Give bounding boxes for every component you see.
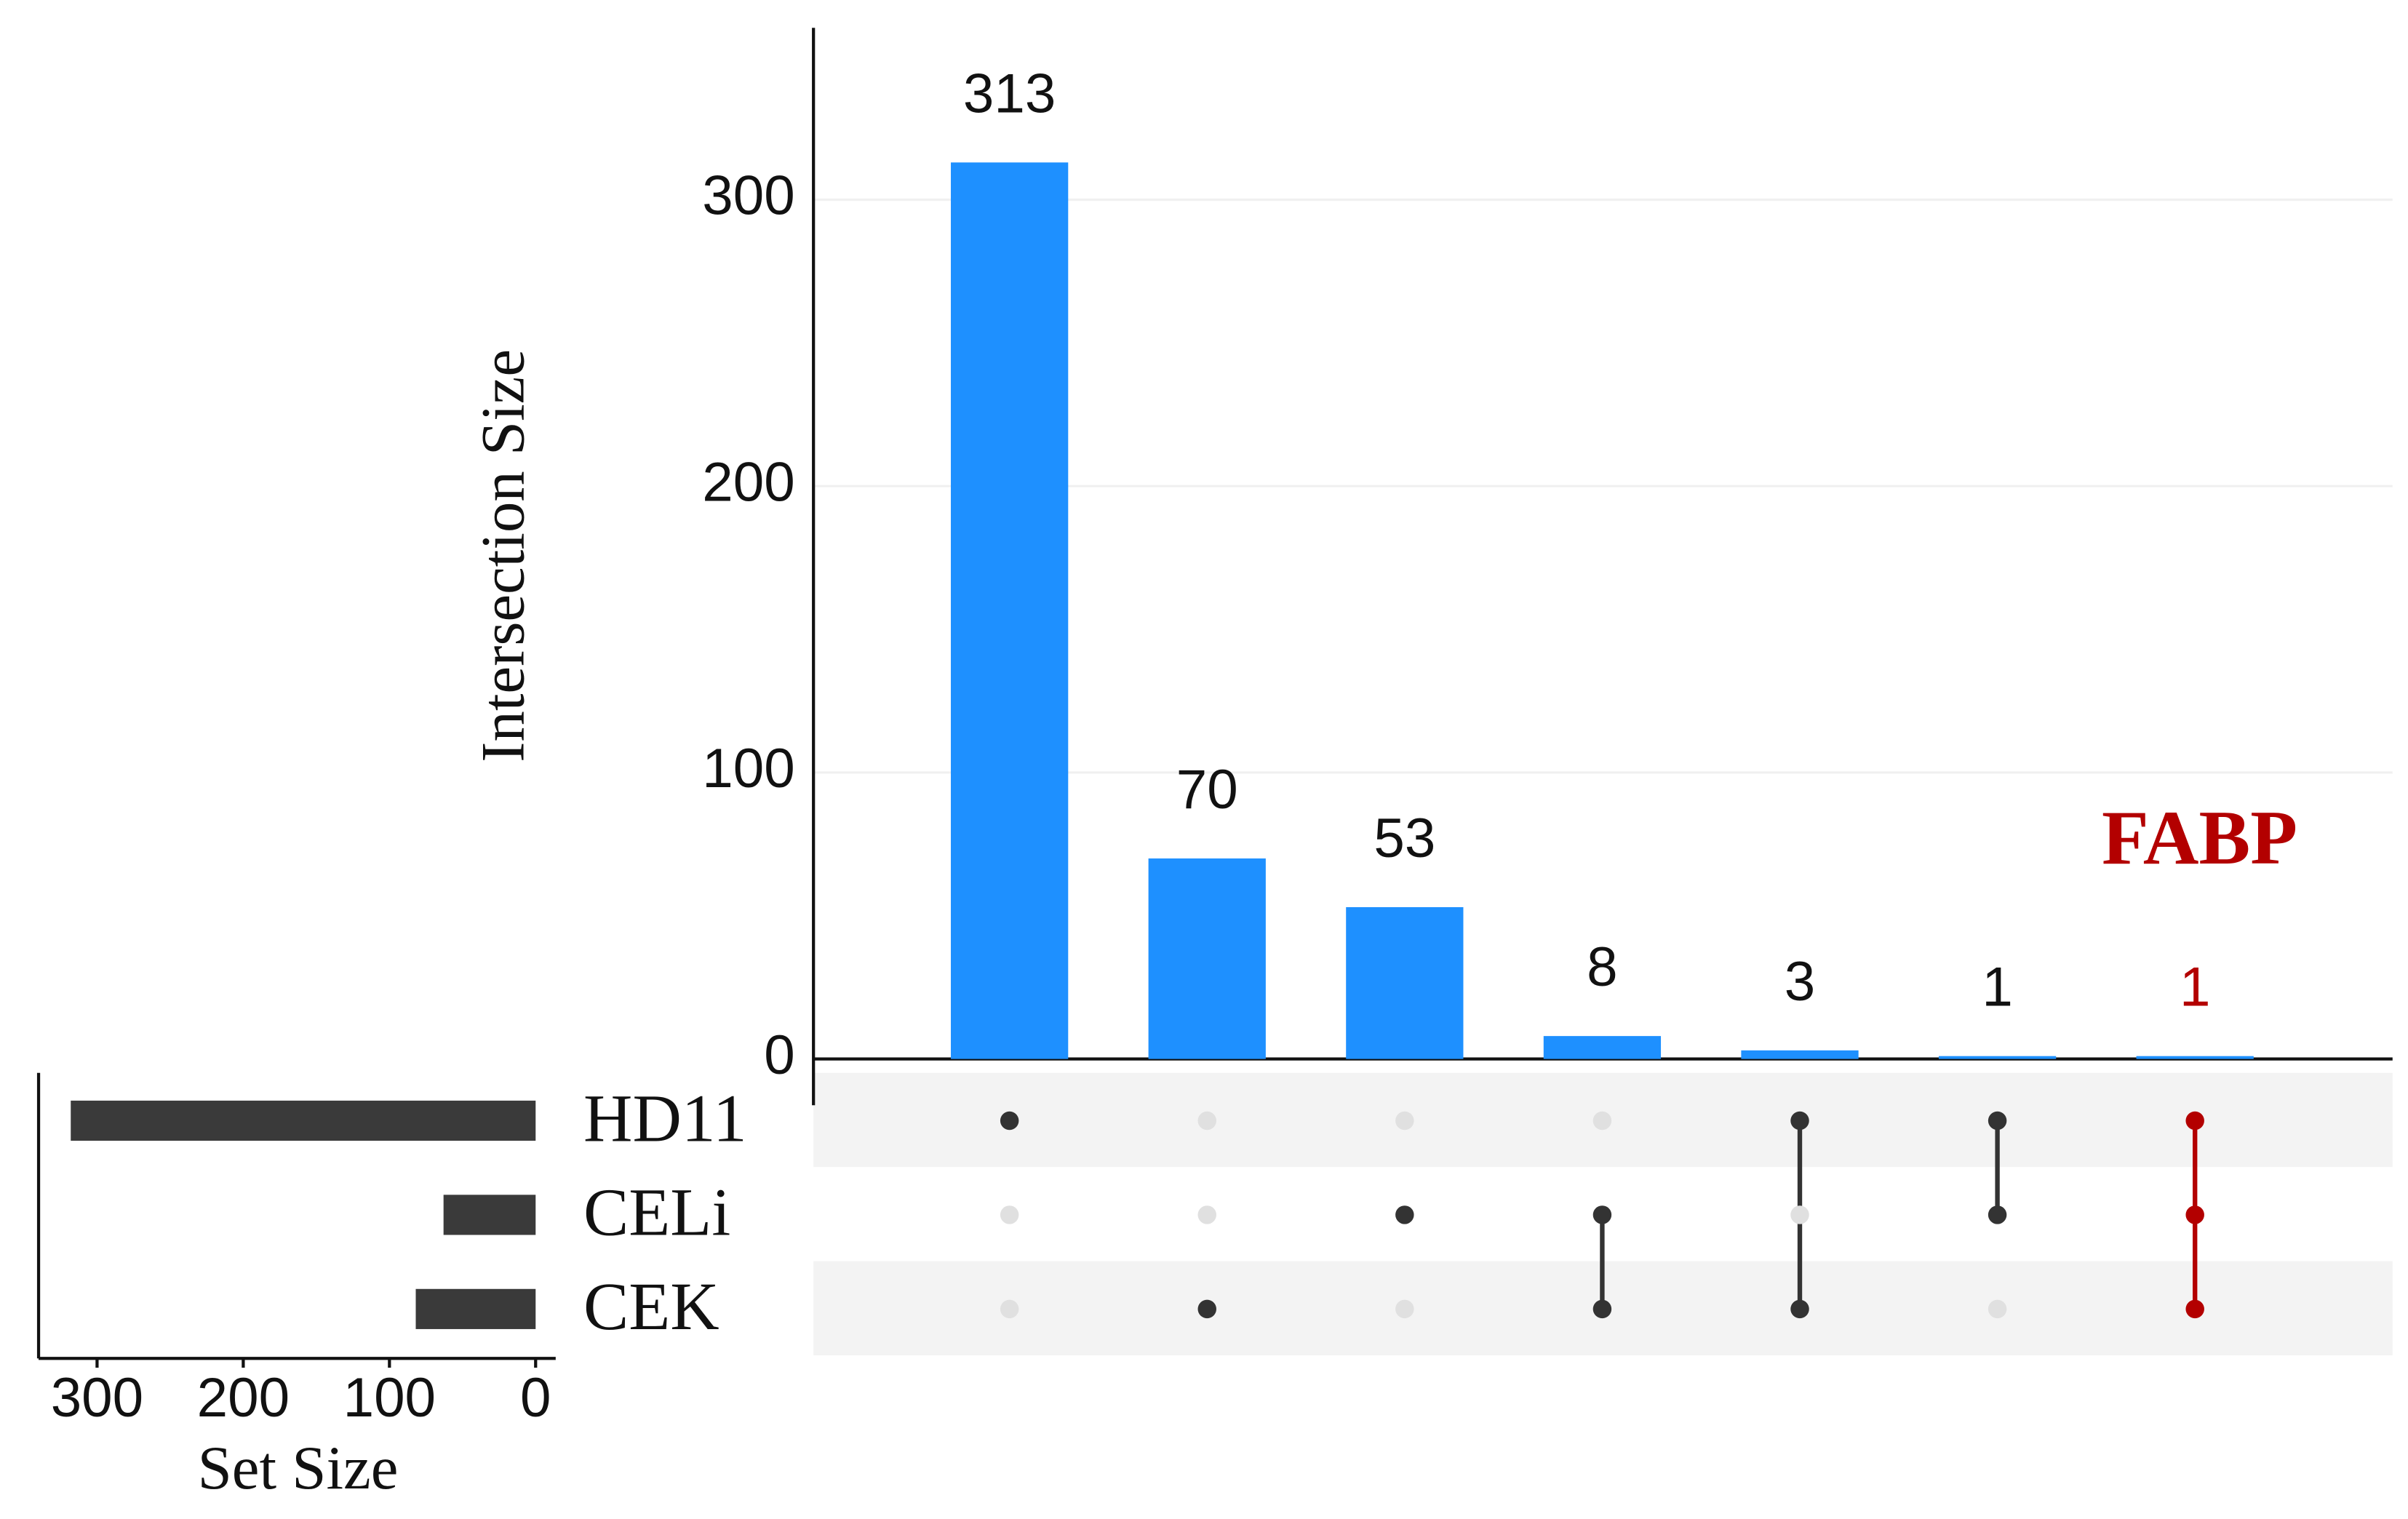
matrix-dot xyxy=(1395,1205,1414,1224)
matrix-dot xyxy=(1000,1299,1019,1319)
bar xyxy=(1741,1050,1859,1059)
bar xyxy=(2136,1056,2254,1059)
value-label: 3 xyxy=(1785,951,1815,1013)
bar xyxy=(951,162,1069,1059)
y-axis-label: Intersection Size xyxy=(469,349,538,762)
set-bar xyxy=(443,1195,536,1235)
x-axis-label: Set Size xyxy=(198,1434,399,1502)
set-name: HD11 xyxy=(583,1081,747,1156)
matrix-dot xyxy=(1790,1111,1809,1131)
matrix-dot xyxy=(1000,1205,1019,1224)
matrix-dot xyxy=(1988,1299,2007,1319)
matrix-dot xyxy=(1790,1299,1809,1319)
bar xyxy=(1346,906,1464,1059)
x-tick-label: 100 xyxy=(343,1367,436,1429)
bar xyxy=(1148,858,1266,1059)
matrix-dot xyxy=(1592,1299,1612,1319)
matrix-dot xyxy=(1000,1111,1019,1131)
value-label: 1 xyxy=(1982,957,2012,1018)
value-label: 70 xyxy=(1176,759,1238,821)
matrix-dot xyxy=(2185,1299,2204,1319)
x-tick-label: 300 xyxy=(51,1367,143,1429)
value-label: 1 xyxy=(2180,957,2210,1018)
y-tick-label: 0 xyxy=(764,1024,794,1086)
matrix-dot xyxy=(1592,1205,1612,1224)
matrix-dot xyxy=(1197,1205,1216,1224)
bar xyxy=(1543,1036,1662,1059)
matrix-dot xyxy=(1790,1205,1809,1224)
matrix-dot xyxy=(1395,1111,1414,1131)
set-name: CELi xyxy=(583,1176,730,1251)
matrix-dot xyxy=(1988,1205,2007,1224)
matrix-dot xyxy=(1395,1299,1414,1319)
value-label: 8 xyxy=(1587,936,1617,998)
matrix-dot xyxy=(2185,1111,2204,1131)
matrix-dot xyxy=(1592,1111,1612,1131)
annotation: FABP xyxy=(2102,794,2297,880)
y-tick-label: 100 xyxy=(702,738,794,800)
x-tick-label: 0 xyxy=(520,1367,551,1429)
set-bar xyxy=(71,1100,536,1141)
matrix-dot xyxy=(1988,1111,2007,1131)
value-label: 313 xyxy=(963,63,1056,124)
bar xyxy=(1938,1056,2057,1059)
set-name: CEK xyxy=(583,1269,719,1344)
y-tick-label: 200 xyxy=(702,451,794,513)
set-bar xyxy=(415,1288,536,1329)
matrix-dot xyxy=(2185,1205,2204,1224)
matrix-dot xyxy=(1197,1111,1216,1131)
x-tick-label: 200 xyxy=(197,1367,290,1429)
y-tick-label: 300 xyxy=(702,165,794,227)
matrix-dot xyxy=(1197,1299,1216,1319)
value-label: 53 xyxy=(1374,808,1435,869)
